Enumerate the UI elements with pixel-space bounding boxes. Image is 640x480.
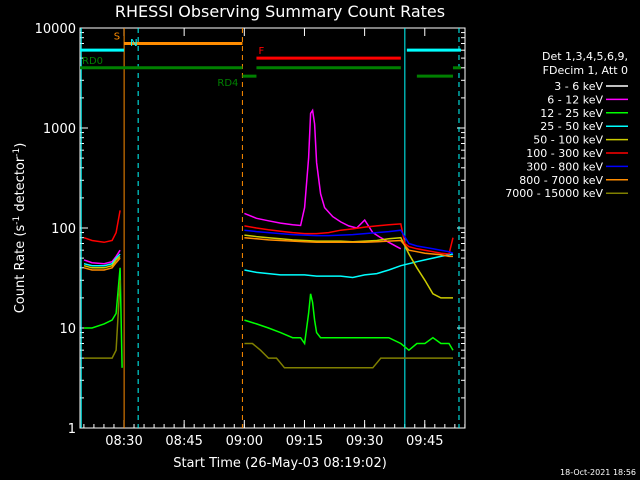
series-line-3 (83, 253, 454, 279)
status-bar-label-1: N (130, 38, 137, 49)
y-axis-title: Count Rate (s-1 detector-1) (12, 143, 28, 314)
series-line-2 (84, 267, 454, 368)
y-axis-label-main: Count Rate (s (13, 225, 28, 314)
series-line-0 (244, 129, 401, 229)
y-axis-label-exp1: -1 (12, 216, 22, 225)
series-line-4 (83, 234, 453, 299)
legend-label-6: 300 - 800 keV (526, 160, 603, 173)
y-axis-label-exp2: -1 (12, 148, 22, 157)
y-axis-label-end: ) (13, 143, 28, 148)
footer-timestamp: 18-Oct-2021 18:56 (560, 468, 636, 477)
y-tick-label-4: 10000 (35, 22, 76, 37)
series-line-8 (84, 280, 453, 369)
status-bar-label-7: RD4 (217, 78, 238, 89)
series-line-7 (83, 236, 453, 271)
legend-header-line-2: FDecim 1, Att 0 (543, 64, 628, 77)
x-axis-label: Start Time (26-May-03 08:19:02) (173, 456, 387, 471)
legend-label-3: 25 - 50 keV (540, 120, 603, 133)
y-axis-label-mid: detector (13, 156, 28, 216)
x-tick-label-4: 09:30 (346, 434, 383, 449)
legend-header-line-1: Det 1,3,4,5,6,9, (542, 50, 628, 63)
status-bar-label-3: F (258, 46, 264, 57)
legend-label-5: 100 - 300 keV (526, 147, 603, 160)
series-line-6 (244, 229, 454, 254)
y-tick-label-1: 10 (59, 322, 76, 337)
legend-label-8: 7000 - 15000 keV (505, 187, 603, 200)
y-tick-label-0: 1 (68, 422, 76, 437)
legend-label-1: 6 - 12 keV (547, 93, 603, 106)
legend: Det 1,3,4,5,6,9, FDecim 1, Att 0 3 - 6 k… (505, 50, 628, 200)
status-bar-label-4: RD0 (82, 56, 103, 67)
y-tick-label-3: 1000 (43, 122, 76, 137)
y-tick-label-2: 100 (51, 222, 76, 237)
x-tick-label-3: 09:15 (286, 434, 323, 449)
series-line-5 (83, 210, 454, 255)
chart-title: RHESSI Observing Summary Count Rates (115, 2, 445, 21)
x-tick-label-2: 09:00 (226, 434, 263, 449)
status-bar-label-0: S (114, 31, 120, 42)
x-tick-label-1: 08:45 (165, 434, 202, 449)
legend-label-2: 12 - 25 keV (540, 107, 603, 120)
y-axis-label: Count Rate (s-1 detector-1) (12, 143, 28, 314)
legend-label-4: 50 - 100 keV (533, 134, 603, 147)
x-tick-label-0: 08:30 (105, 434, 142, 449)
plot-area: 1 10 100 1000 10000 08:30 08:45 09:00 09:15 09:30… (35, 22, 466, 449)
x-tick-label-5: 09:45 (406, 434, 443, 449)
legend-label-0: 3 - 6 keV (554, 80, 603, 93)
legend-label-7: 800 - 7000 keV (519, 174, 603, 187)
